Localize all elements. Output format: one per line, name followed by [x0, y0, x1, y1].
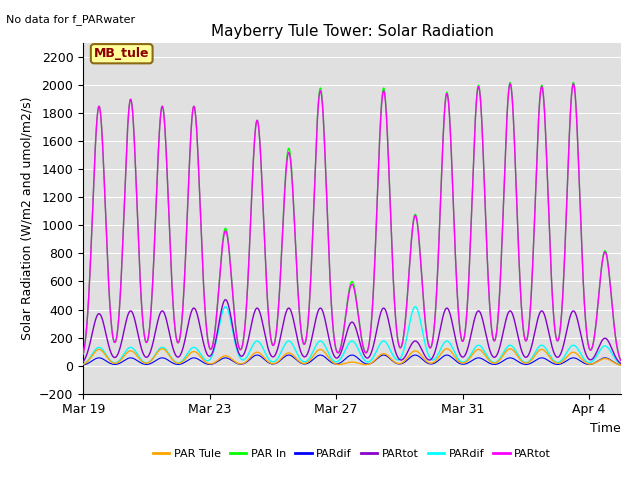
Title: Mayberry Tule Tower: Solar Radiation: Mayberry Tule Tower: Solar Radiation — [211, 24, 493, 39]
X-axis label: Time: Time — [590, 422, 621, 435]
Y-axis label: Solar Radiation (W/m2 and umol/m2/s): Solar Radiation (W/m2 and umol/m2/s) — [20, 96, 33, 340]
Text: No data for f_PARwater: No data for f_PARwater — [6, 14, 136, 25]
Text: MB_tule: MB_tule — [94, 47, 150, 60]
Legend: PAR Tule, PAR In, PARdif, PARtot, PARdif, PARtot: PAR Tule, PAR In, PARdif, PARtot, PARdif… — [148, 444, 556, 464]
